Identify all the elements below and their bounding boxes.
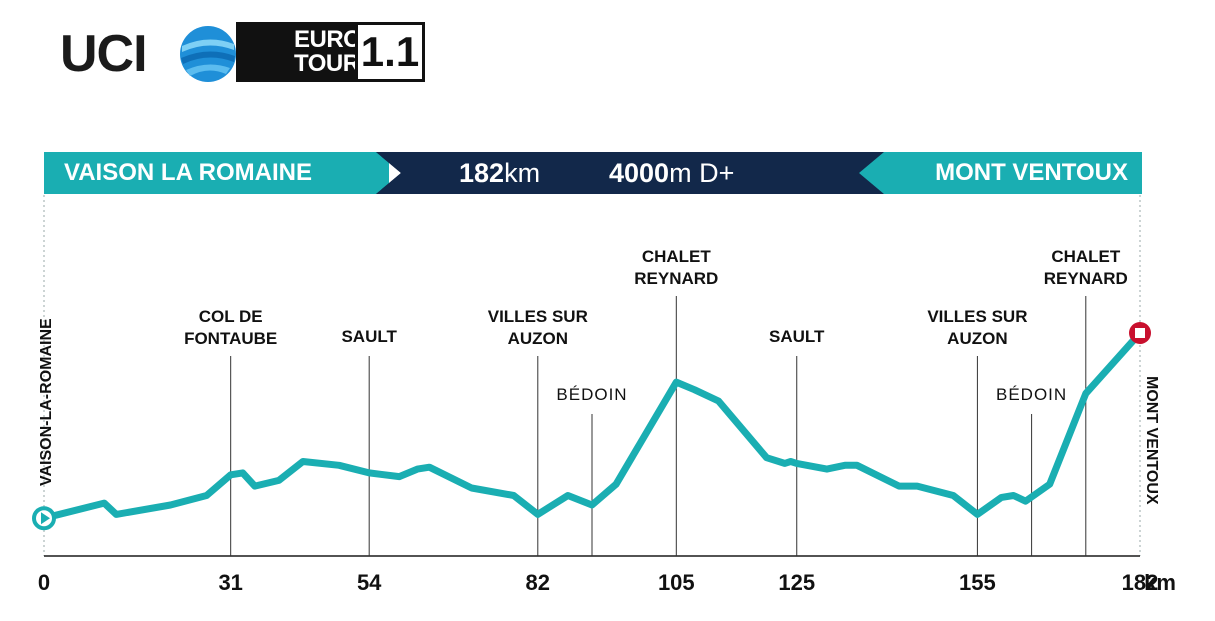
x-unit-label: km <box>1144 570 1176 595</box>
start-town-label: VAISON LA ROMAINE <box>64 159 313 186</box>
x-tick-label: 31 <box>218 570 242 595</box>
start-vertical-label: VAISON-LA-ROMAINE <box>38 318 55 486</box>
finish-stop-icon <box>1135 328 1145 338</box>
elevation-unit: m D+ <box>669 158 735 188</box>
elevation-value: 4000 <box>609 158 670 188</box>
distance-unit: km <box>504 158 541 188</box>
elevation-stat: 4000m D+ <box>609 152 734 194</box>
x-tick-label: 82 <box>526 570 550 595</box>
banner-background <box>44 152 1142 194</box>
route-banner: VAISON LA ROMAINE 182km 4000m D+ MONT VE… <box>44 152 1142 194</box>
waypoint-label: AUZON <box>947 329 1007 348</box>
waypoint-label: SAULT <box>341 327 397 346</box>
waypoint-label: VILLES SUR <box>927 307 1027 326</box>
start-play-icon <box>41 512 50 525</box>
waypoint-label: BÉDOIN <box>556 385 627 404</box>
x-tick-label: 125 <box>778 570 815 595</box>
race-class-badge: 1.1 <box>355 22 425 82</box>
waypoint-label: FONTAUBE <box>184 329 277 348</box>
distance-value: 182 <box>459 158 505 188</box>
uci-brand-text: UCI <box>60 25 148 83</box>
distance-stat: 182km <box>459 152 540 194</box>
waypoint-label: BÉDOIN <box>996 385 1067 404</box>
waypoint-label: REYNARD <box>634 269 718 288</box>
x-tick-label: 54 <box>357 570 382 595</box>
x-tick-label: 105 <box>658 570 695 595</box>
waypoint-label: COL DE <box>199 307 263 326</box>
finish-vertical-label: MONT VENTOUX <box>1143 376 1160 505</box>
waypoint-label: CHALET <box>1051 247 1121 266</box>
waypoint-label: REYNARD <box>1044 269 1128 288</box>
x-tick-label: 0 <box>38 570 50 595</box>
finish-town-label: MONT VENTOUX <box>935 159 1128 186</box>
waypoint-label: AUZON <box>508 329 568 348</box>
x-tick-label: 182 <box>1122 570 1159 595</box>
waypoint-label: SAULT <box>769 327 825 346</box>
x-tick-label: 155 <box>959 570 996 595</box>
waypoint-label: VILLES SUR <box>488 307 588 326</box>
tour-line-tour: TOUR <box>294 50 360 77</box>
globe-icon <box>180 26 236 82</box>
waypoint-label: CHALET <box>642 247 712 266</box>
elevation-profile-line <box>40 329 1144 522</box>
